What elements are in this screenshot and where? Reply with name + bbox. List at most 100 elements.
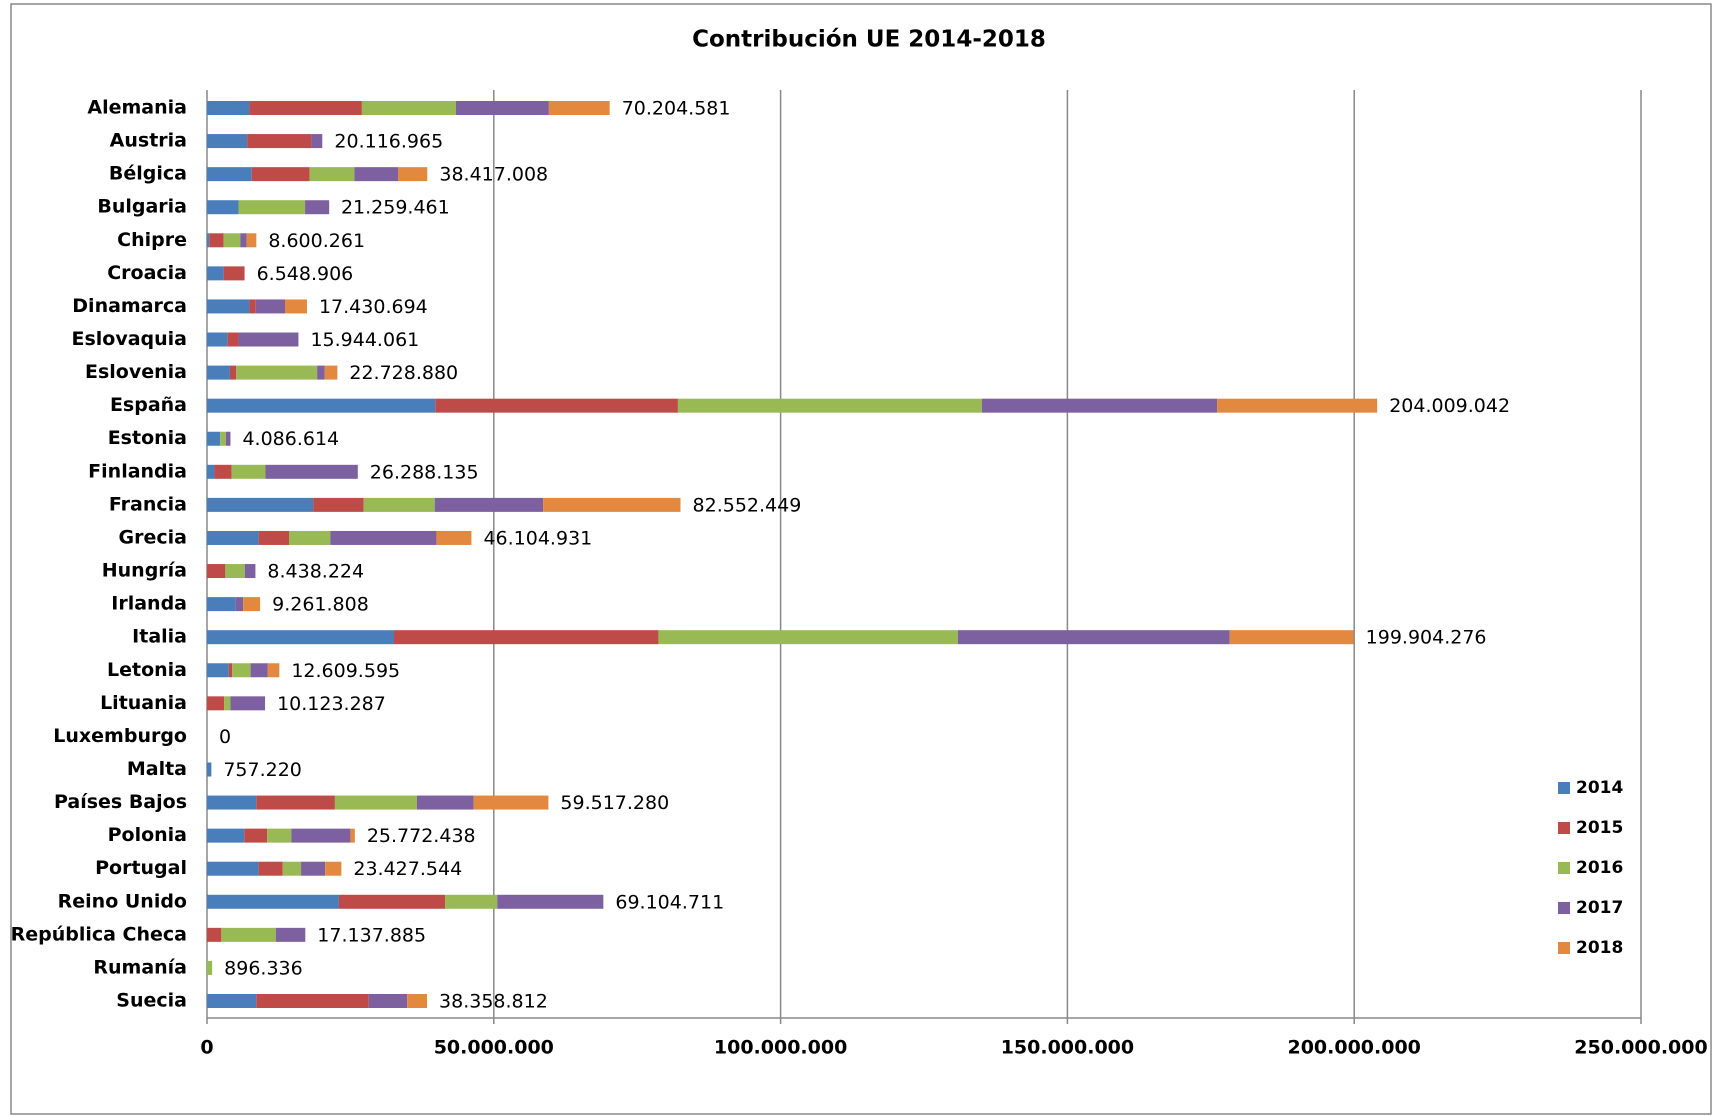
- bar-segment: [214, 464, 232, 479]
- y-tick-label: Grecia: [119, 526, 187, 548]
- y-tick-label: Portugal: [95, 857, 187, 879]
- bar-segment: [330, 530, 437, 545]
- bar-segment: [436, 530, 472, 545]
- bar-segment: [207, 134, 248, 149]
- bar-segment: [291, 828, 351, 843]
- total-label: 204.009.042: [1389, 395, 1510, 417]
- total-label: 38.417.008: [439, 164, 548, 186]
- bar-segment: [207, 332, 228, 347]
- bar-segment: [207, 564, 226, 579]
- y-tick-label: Finlandia: [88, 460, 187, 482]
- legend-label: 2017: [1576, 898, 1623, 918]
- total-label: 17.430.694: [319, 296, 428, 318]
- bar-segment: [1217, 398, 1378, 413]
- bar-segment: [334, 795, 417, 810]
- bar-segment: [455, 101, 549, 115]
- bar-segment: [207, 233, 210, 248]
- bar-segment: [324, 365, 338, 380]
- total-label: 82.552.449: [693, 494, 802, 516]
- bar-segment: [207, 927, 222, 942]
- y-tick-label: Austria: [110, 130, 187, 152]
- bar-segment: [255, 299, 286, 314]
- bar-segment: [256, 795, 335, 810]
- bar-segment: [207, 994, 257, 1008]
- total-label: 20.116.965: [334, 131, 443, 153]
- bar-segment: [247, 134, 312, 149]
- total-label: 199.904.276: [1366, 627, 1487, 649]
- bar-segment: [361, 101, 456, 115]
- bar-segment: [957, 630, 1230, 645]
- bar-segment: [207, 960, 213, 975]
- bar-segment: [368, 994, 408, 1008]
- bar-segment: [407, 994, 428, 1008]
- bar-segment: [282, 861, 302, 876]
- bar-segment: [265, 464, 358, 479]
- y-tick-label: Eslovaquia: [71, 328, 187, 350]
- legend-swatch: [1558, 942, 1570, 954]
- x-tick-label: 0: [200, 1037, 213, 1059]
- y-tick-label: Chipre: [117, 229, 187, 251]
- legend-label: 2016: [1576, 858, 1623, 878]
- total-label: 17.137.885: [317, 924, 426, 946]
- total-label: 4.086.614: [242, 428, 339, 450]
- y-tick-label: Estonia: [108, 427, 187, 449]
- legend-swatch: [1558, 862, 1570, 874]
- bar-segment: [207, 167, 252, 182]
- y-tick-label: Malta: [127, 758, 187, 780]
- bar-segment: [285, 299, 307, 314]
- bar-segment: [658, 630, 958, 645]
- total-label: 896.336: [224, 957, 303, 979]
- bar-segment: [232, 663, 251, 678]
- y-tick-label: República Checa: [11, 923, 187, 945]
- bar-segment: [393, 630, 659, 645]
- bar-segment: [246, 233, 257, 248]
- bar-segment: [311, 134, 323, 149]
- bar-segment: [338, 894, 446, 909]
- total-label: 26.288.135: [370, 461, 479, 483]
- total-label: 10.123.287: [277, 693, 386, 715]
- bar-segment: [207, 101, 250, 115]
- total-label: 69.104.711: [615, 891, 724, 913]
- y-tick-label: Lituania: [100, 692, 187, 714]
- bar-segment: [207, 861, 259, 876]
- bar-segment: [258, 530, 290, 545]
- bar-segment: [207, 894, 339, 909]
- bar-segment: [301, 861, 326, 876]
- bar-segment: [223, 233, 241, 248]
- y-tick-label: Alemania: [87, 97, 187, 119]
- bar-segment: [207, 795, 257, 810]
- total-label: 22.728.880: [349, 362, 458, 384]
- bar-segment: [227, 332, 239, 347]
- bar-segment: [207, 663, 229, 678]
- total-label: 25.772.438: [367, 825, 476, 847]
- y-tick-label: Reino Unido: [58, 890, 187, 912]
- bar-segment: [473, 795, 549, 810]
- y-tick-label: Irlanda: [111, 593, 187, 615]
- y-tick-label: Italia: [132, 626, 187, 648]
- bar-segment: [207, 200, 239, 215]
- total-label: 70.204.581: [622, 98, 731, 120]
- bar-segment: [267, 663, 280, 678]
- bar-segment: [236, 365, 318, 380]
- chart-title: Contribución UE 2014-2018: [692, 27, 1046, 53]
- bar-segment: [228, 663, 233, 678]
- bar-segment: [1229, 630, 1354, 645]
- bar-segment: [249, 101, 362, 115]
- legend-label: 2018: [1576, 938, 1623, 958]
- y-tick-label: Letonia: [107, 659, 187, 681]
- bar-segment: [238, 200, 306, 215]
- bar-segment: [256, 994, 369, 1008]
- bar-segment: [267, 828, 292, 843]
- bar-segment: [244, 564, 256, 579]
- y-tick-label: Luxemburgo: [53, 725, 187, 747]
- bar-segment: [251, 167, 310, 182]
- x-tick-label: 150.000.000: [1001, 1037, 1134, 1059]
- bar-segment: [305, 200, 330, 215]
- y-tick-label: Dinamarca: [72, 295, 187, 317]
- y-tick-label: Croacia: [107, 262, 187, 284]
- bar-segment: [209, 233, 224, 248]
- bar-segment: [543, 497, 681, 512]
- bar-segment: [981, 398, 1218, 413]
- bar-segment: [445, 894, 498, 909]
